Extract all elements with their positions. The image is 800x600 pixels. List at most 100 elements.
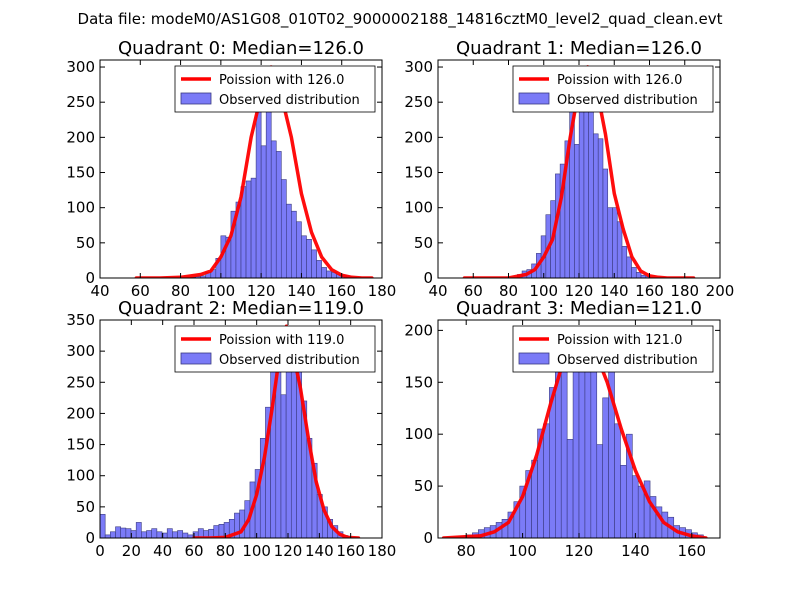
- x-tick-label: 140: [287, 282, 316, 300]
- x-tick-label: 20: [122, 542, 141, 560]
- legend: Poission with 126.0 Observed distribution: [174, 65, 376, 113]
- histogram-bar: [110, 531, 116, 538]
- histogram-bar: [100, 514, 106, 538]
- x-tick-label: 60: [464, 282, 483, 300]
- histogram-bar: [280, 394, 287, 538]
- legend-observed-label: Observed distribution: [219, 93, 360, 108]
- x-tick-label: 120: [274, 542, 303, 560]
- histogram-bar: [286, 203, 292, 278]
- y-tick-label: 150: [404, 164, 433, 182]
- legend-poisson-label: Poission with 121.0: [557, 333, 682, 348]
- legend: Poission with 126.0 Observed distribution: [512, 65, 714, 113]
- x-tick-label: 180: [368, 542, 397, 560]
- x-tick-label: 160: [327, 282, 356, 300]
- histogram-bar: [166, 528, 173, 538]
- y-tick-label: 0: [85, 269, 95, 287]
- legend-observed-label: Observed distribution: [557, 353, 698, 368]
- y-tick-label: 350: [66, 311, 95, 329]
- histogram-bar: [583, 101, 589, 278]
- histogram-bar: [621, 246, 628, 278]
- histogram-bar: [311, 249, 317, 278]
- plot-area: [441, 328, 708, 538]
- x-tick-label: 180: [670, 282, 699, 300]
- x-tick-label: 80: [499, 282, 518, 300]
- x-tick-label: 200: [706, 282, 735, 300]
- axes-frame: [99, 319, 383, 539]
- y-tick-label: 250: [404, 93, 433, 111]
- histogram-bar: [291, 210, 297, 278]
- x-tick-label: 140: [305, 542, 334, 560]
- histogram-bar: [245, 180, 252, 278]
- panel-title: Quadrant 2: Median=119.0: [118, 298, 364, 319]
- histogram-bar: [172, 531, 178, 538]
- quadrant-2-panel: 0 20 40 60 80 100 120 140 160 1800501001502002503…: [66, 298, 396, 560]
- histogram-bar: [635, 272, 642, 278]
- x-tick-label: 120: [247, 282, 276, 300]
- x-tick-label: 100: [529, 282, 558, 300]
- y-tick-label: 100: [66, 467, 95, 485]
- histogram-bar: [321, 267, 327, 278]
- y-tick-label: 250: [66, 373, 95, 391]
- x-tick-label: 100: [242, 542, 271, 560]
- y-tick-label: 0: [423, 529, 433, 547]
- histogram-bar: [135, 522, 142, 538]
- y-tick-label: 50: [76, 498, 95, 516]
- legend: Poission with 121.0 Observed distribution: [512, 325, 714, 373]
- y-tick-label: 150: [66, 164, 95, 182]
- histogram-bar: [182, 532, 189, 538]
- y-tick-label: 200: [66, 128, 95, 146]
- histogram-bar: [120, 527, 127, 538]
- quadrant-3-panel: 80 100 120 140 160 0 50 100 150 200 Quadrant 3: Me…: [404, 298, 721, 560]
- histogram-bar: [177, 530, 184, 538]
- legend-bar-swatch: [180, 92, 212, 105]
- legend-bar-swatch: [518, 352, 550, 365]
- y-tick-label: 250: [66, 93, 95, 111]
- histogram-bar: [280, 179, 287, 278]
- y-tick-label: 150: [66, 436, 95, 454]
- histogram-bar: [146, 530, 152, 538]
- histogram-bar: [620, 465, 627, 538]
- x-tick-label: 120: [565, 282, 594, 300]
- panel-title: Quadrant 3: Median=121.0: [456, 298, 702, 319]
- y-tick-label: 150: [404, 373, 433, 391]
- histogram-bar: [596, 444, 603, 538]
- legend-poisson-label: Poission with 119.0: [219, 333, 344, 348]
- histogram-bar: [631, 267, 637, 278]
- y-tick-label: 200: [404, 321, 433, 339]
- histogram-bar: [326, 270, 332, 278]
- y-tick-label: 300: [404, 58, 433, 76]
- panels-container: 40 60 80 100 120 140 160 180050100150200250300Q…: [66, 38, 734, 560]
- histogram-bar: [316, 260, 322, 278]
- y-tick-label: 0: [423, 269, 433, 287]
- y-tick-label: 300: [66, 342, 95, 360]
- histogram-bar: [560, 361, 568, 538]
- histogram-bar: [125, 528, 132, 538]
- x-tick-label: 140: [621, 542, 650, 560]
- x-tick-label: 80: [171, 282, 190, 300]
- histogram-bar: [543, 423, 550, 538]
- histogram-bar: [275, 151, 282, 278]
- legend-poisson-label: Poission with 126.0: [219, 73, 344, 88]
- histogram-bar: [260, 145, 267, 278]
- x-tick-label: 80: [216, 542, 235, 560]
- x-tick-label: 160: [635, 282, 664, 300]
- histogram-bar: [631, 475, 639, 538]
- y-tick-label: 300: [66, 58, 95, 76]
- histogram-bar: [593, 133, 599, 278]
- legend: Poission with 119.0 Observed distribution: [174, 325, 376, 373]
- histogram-bar: [626, 256, 632, 278]
- y-tick-label: 50: [76, 234, 95, 252]
- x-tick-label: 40: [90, 282, 109, 300]
- histogram-bar: [141, 531, 147, 538]
- histogram-bar: [574, 144, 580, 278]
- x-tick-label: 180: [368, 282, 397, 300]
- y-tick-label: 50: [414, 234, 433, 252]
- histogram-bar: [250, 177, 257, 278]
- histogram-bar: [597, 138, 604, 278]
- panel-title: Quadrant 0: Median=126.0: [118, 38, 364, 59]
- histogram-bar: [614, 423, 621, 538]
- histogram-bar: [584, 371, 592, 538]
- panel-title: Quadrant 1: Median=126.0: [456, 38, 702, 59]
- histogram-bar: [637, 485, 645, 538]
- axes-frame: [99, 59, 383, 279]
